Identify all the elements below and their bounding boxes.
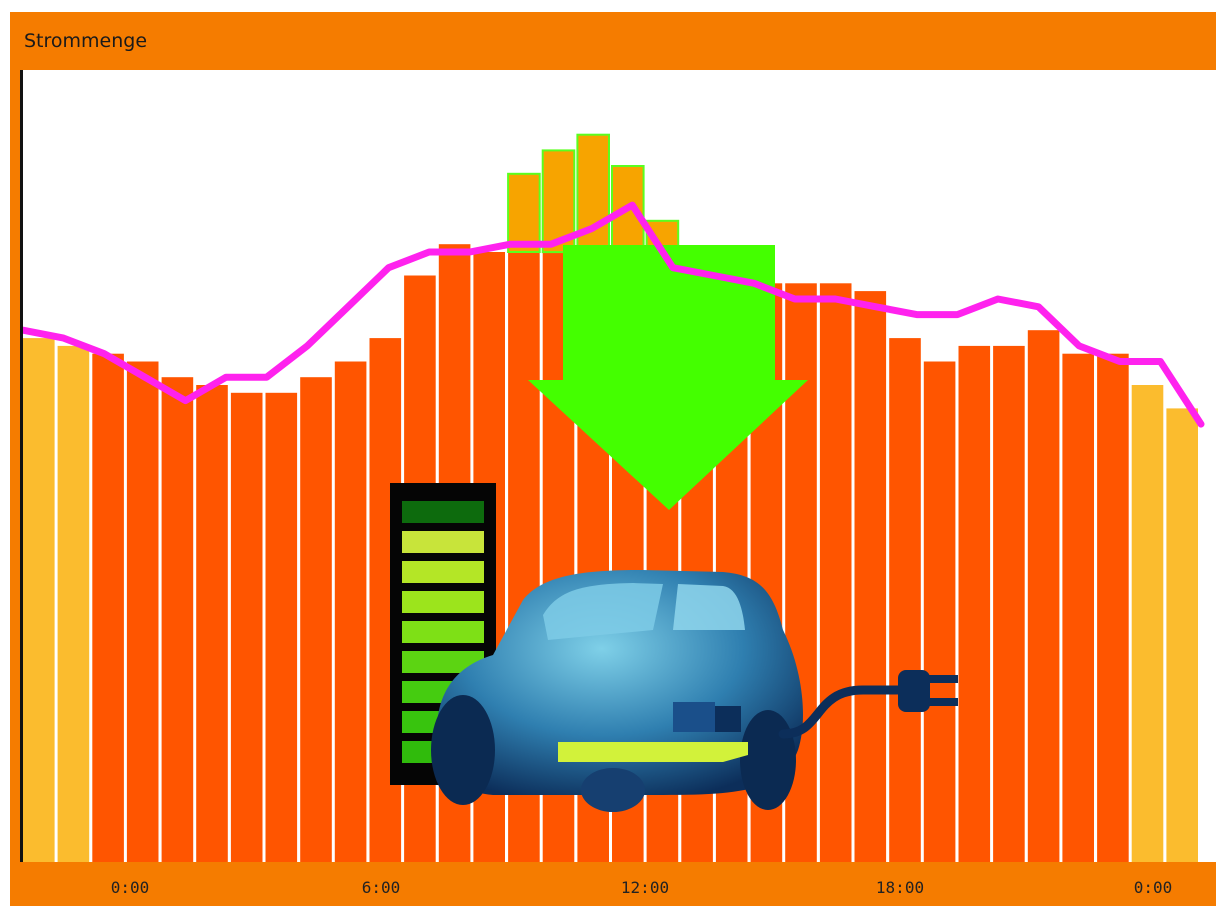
x-tick-label: 18:00 (875, 878, 925, 897)
surplus-bar (507, 172, 541, 253)
x-tick-label: 0:00 (1133, 878, 1173, 897)
bar (1062, 353, 1094, 862)
bar (230, 392, 263, 862)
chart-header: Strommenge (10, 12, 1216, 70)
x-axis-footer: 0:00 6:00 12:00 18:00 0:00 (20, 862, 1216, 906)
bar (889, 338, 921, 862)
bar (923, 361, 956, 862)
bar (92, 353, 124, 862)
x-tick-label: 12:00 (620, 878, 670, 897)
bar (819, 283, 852, 862)
chart-title: Strommenge (24, 30, 148, 52)
arrow-layer (528, 245, 808, 510)
y-axis-line (20, 70, 23, 906)
bar (265, 392, 298, 862)
bar (126, 361, 159, 862)
x-tick-label: 6:00 (361, 878, 401, 897)
bar (161, 377, 194, 862)
bar (958, 345, 991, 862)
bar (300, 377, 332, 862)
bar (854, 291, 887, 862)
bar (196, 385, 228, 862)
bar (1027, 330, 1060, 862)
bar (334, 361, 367, 862)
download-arrow-icon (528, 245, 808, 510)
series-line (23, 201, 1205, 428)
frame-left-border (10, 70, 20, 906)
bar (1097, 353, 1129, 862)
bar (993, 345, 1025, 862)
bar (57, 345, 90, 862)
bar (1166, 408, 1198, 862)
electric-car-icon (431, 570, 958, 812)
bar (23, 338, 55, 862)
plot-area (23, 133, 1205, 862)
bar (1131, 385, 1164, 862)
x-tick-label: 0:00 (110, 878, 150, 897)
